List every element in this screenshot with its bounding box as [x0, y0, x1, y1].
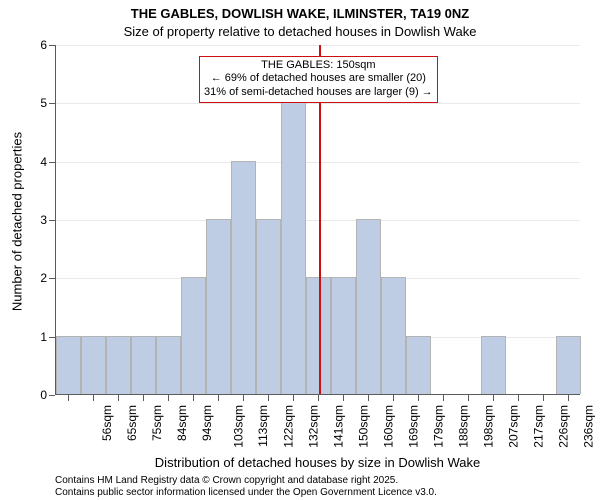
- x-axis-label: Distribution of detached houses by size …: [55, 455, 580, 470]
- x-tick-label: 179sqm: [431, 405, 445, 448]
- bar: [356, 219, 381, 394]
- bar: [556, 336, 581, 394]
- x-tick-mark: [568, 395, 569, 401]
- y-tick-mark: [49, 278, 55, 279]
- x-tick-mark: [268, 395, 269, 401]
- plot-area: THE GABLES: 150sqm← 69% of detached hous…: [55, 45, 580, 395]
- y-tick-label: 0: [17, 388, 47, 402]
- chart-title-line1: THE GABLES, DOWLISH WAKE, ILMINSTER, TA1…: [0, 6, 600, 21]
- y-tick-label: 5: [17, 96, 47, 110]
- x-tick-label: 103sqm: [231, 405, 245, 448]
- x-tick-mark: [168, 395, 169, 401]
- x-tick-label: 141sqm: [331, 405, 345, 448]
- x-tick-label: 75sqm: [150, 405, 164, 441]
- x-tick-label: 160sqm: [381, 405, 395, 448]
- x-tick-mark: [318, 395, 319, 401]
- x-tick-mark: [468, 395, 469, 401]
- bar: [406, 336, 431, 394]
- y-tick-label: 1: [17, 330, 47, 344]
- x-tick-label: 56sqm: [100, 405, 114, 441]
- bar: [281, 102, 306, 394]
- annotation-line-1: ← 69% of detached houses are smaller (20…: [204, 72, 433, 86]
- x-tick-mark: [293, 395, 294, 401]
- x-tick-label: 226sqm: [556, 405, 570, 448]
- x-tick-mark: [68, 395, 69, 401]
- y-tick-label: 3: [17, 213, 47, 227]
- x-tick-mark: [518, 395, 519, 401]
- x-tick-mark: [243, 395, 244, 401]
- x-tick-label: 132sqm: [306, 405, 320, 448]
- y-tick-mark: [49, 45, 55, 46]
- bar: [331, 277, 356, 394]
- bar: [106, 336, 131, 394]
- bar: [256, 219, 281, 394]
- x-tick-label: 169sqm: [406, 405, 420, 448]
- x-tick-label: 84sqm: [175, 405, 189, 441]
- bar: [156, 336, 181, 394]
- y-tick-mark: [49, 220, 55, 221]
- x-tick-label: 122sqm: [281, 405, 295, 448]
- x-tick-label: 236sqm: [581, 405, 595, 448]
- credits-line1: Contains HM Land Registry data © Crown c…: [55, 475, 398, 486]
- bar: [231, 161, 256, 394]
- bar: [206, 219, 231, 394]
- y-tick-mark: [49, 162, 55, 163]
- credits-line2: Contains public sector information licen…: [55, 487, 437, 498]
- x-tick-label: 198sqm: [481, 405, 495, 448]
- x-tick-mark: [118, 395, 119, 401]
- x-tick-mark: [368, 395, 369, 401]
- y-tick-mark: [49, 337, 55, 338]
- bar: [181, 277, 206, 394]
- x-tick-mark: [93, 395, 94, 401]
- annotation-line-2: 31% of semi-detached houses are larger (…: [204, 86, 433, 100]
- x-tick-label: 188sqm: [456, 405, 470, 448]
- x-tick-label: 207sqm: [506, 405, 520, 448]
- y-tick-label: 2: [17, 271, 47, 285]
- chart-container: THE GABLES, DOWLISH WAKE, ILMINSTER, TA1…: [0, 0, 600, 500]
- annotation-box: THE GABLES: 150sqm← 69% of detached hous…: [199, 56, 438, 103]
- y-tick-mark: [49, 395, 55, 396]
- x-tick-mark: [193, 395, 194, 401]
- bar: [481, 336, 506, 394]
- x-tick-mark: [418, 395, 419, 401]
- x-tick-mark: [343, 395, 344, 401]
- x-tick-label: 113sqm: [255, 405, 269, 447]
- x-tick-mark: [393, 395, 394, 401]
- chart-title-line2: Size of property relative to detached ho…: [0, 24, 600, 39]
- x-tick-mark: [543, 395, 544, 401]
- bar: [56, 336, 81, 394]
- x-tick-label: 217sqm: [531, 405, 545, 448]
- bar: [381, 277, 406, 394]
- annotation-line-0: THE GABLES: 150sqm: [204, 59, 433, 73]
- bar: [81, 336, 106, 394]
- x-tick-mark: [218, 395, 219, 401]
- x-tick-mark: [443, 395, 444, 401]
- y-tick-mark: [49, 103, 55, 104]
- y-tick-label: 6: [17, 38, 47, 52]
- x-tick-mark: [143, 395, 144, 401]
- y-tick-label: 4: [17, 155, 47, 169]
- x-tick-label: 94sqm: [200, 405, 214, 441]
- x-tick-label: 150sqm: [356, 405, 370, 448]
- x-tick-mark: [493, 395, 494, 401]
- bar: [131, 336, 156, 394]
- x-tick-label: 65sqm: [125, 405, 139, 441]
